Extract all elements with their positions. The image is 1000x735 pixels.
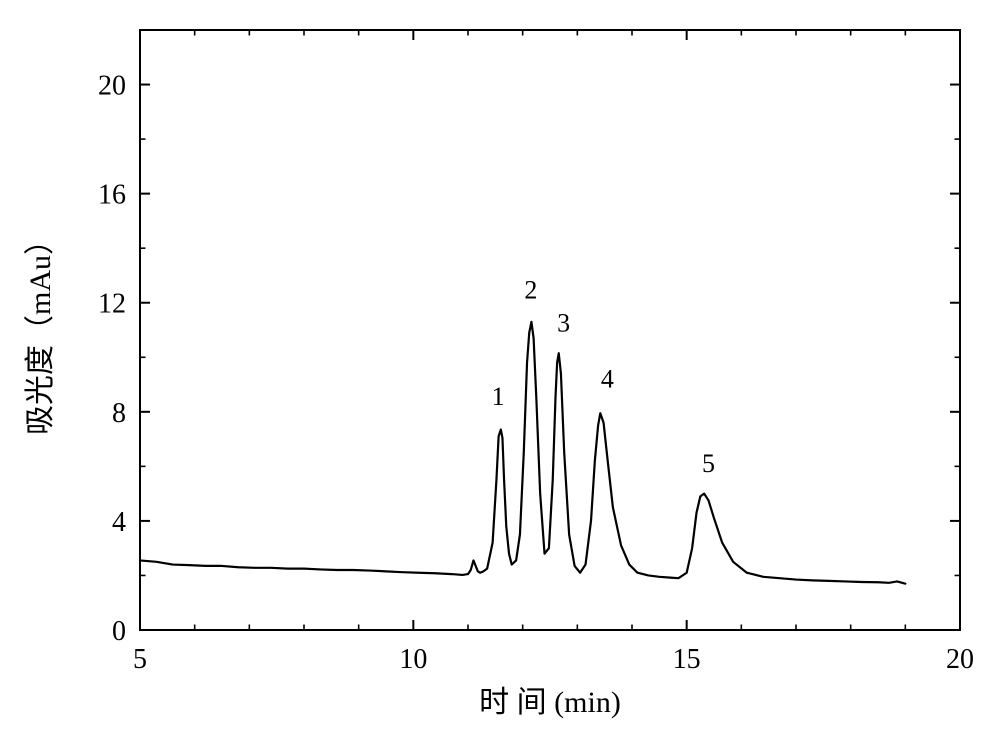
y-tick-label: 12 [98, 289, 126, 320]
y-tick-label: 20 [98, 71, 126, 102]
chromatogram-chart: 5101520048121620时 间 (min)吸光度（mAu）12345 [0, 0, 1000, 735]
peak-label: 2 [524, 276, 537, 305]
peak-label: 4 [601, 364, 614, 393]
x-tick-label: 20 [946, 644, 974, 675]
peak-label: 1 [492, 382, 505, 411]
x-tick-label: 10 [399, 644, 427, 675]
y-tick-label: 16 [98, 180, 126, 211]
y-axis-label: 吸光度（mAu） [24, 225, 57, 435]
peak-label: 5 [702, 449, 715, 478]
chart-svg: 5101520048121620时 间 (min)吸光度（mAu）12345 [0, 0, 1000, 735]
x-axis-label: 时 间 (min) [479, 686, 621, 719]
y-tick-label: 8 [112, 398, 126, 429]
chromatogram-trace [140, 322, 905, 584]
y-tick-label: 0 [112, 616, 126, 647]
peak-label: 3 [557, 308, 570, 337]
y-tick-label: 4 [112, 507, 126, 538]
x-tick-label: 15 [673, 644, 701, 675]
x-tick-label: 5 [133, 644, 147, 675]
